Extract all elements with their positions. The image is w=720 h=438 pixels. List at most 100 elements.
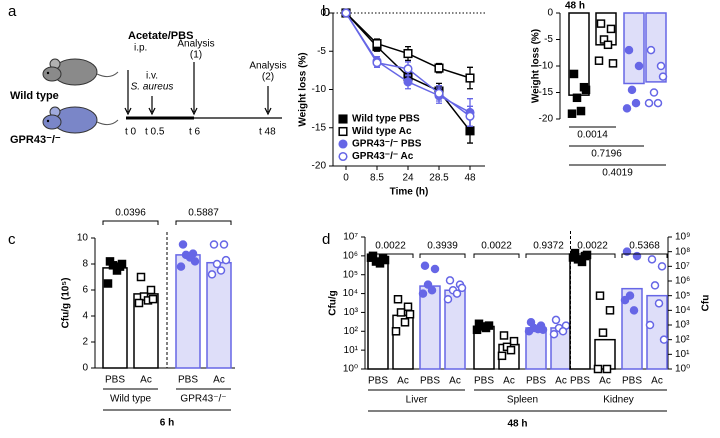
- p-value: 0.0014: [577, 130, 608, 141]
- marker: [594, 56, 604, 65]
- timepoint: t 0: [125, 127, 137, 138]
- analysis-label: (1): [190, 50, 202, 61]
- bar: [646, 294, 668, 370]
- marker: [627, 85, 637, 95]
- marker: [219, 240, 229, 249]
- x-tick-label: Ac: [503, 376, 515, 387]
- p-value: 0.5887: [188, 208, 219, 219]
- marker: [136, 272, 146, 282]
- y-tick-label: -5: [544, 34, 553, 45]
- marker: [148, 294, 158, 304]
- panel-letter: d: [322, 231, 330, 248]
- bar: [419, 285, 441, 370]
- marker: [423, 280, 433, 289]
- marker: [443, 294, 453, 304]
- marker: [567, 109, 577, 118]
- legend-label: GPR43⁻/⁻ PBS: [352, 139, 422, 150]
- bar: [569, 256, 591, 370]
- x-tick-label: PBS: [474, 376, 494, 387]
- marker: [608, 59, 618, 68]
- marker: [654, 299, 664, 308]
- marker: [465, 111, 475, 121]
- group-label: Liver: [406, 395, 428, 406]
- comparison-bracket: [419, 253, 466, 258]
- arrows: [124, 62, 272, 116]
- marker: [538, 325, 548, 335]
- y-tick-label: 2: [82, 337, 88, 348]
- x-tick-label: 8.5: [370, 173, 384, 184]
- marker: [372, 58, 382, 68]
- marker: [624, 45, 634, 55]
- marker: [620, 295, 630, 305]
- marker: [497, 351, 507, 361]
- bar: [594, 338, 616, 370]
- marker: [338, 139, 348, 149]
- marker: [634, 61, 644, 71]
- marker: [427, 286, 437, 295]
- marker: [472, 325, 482, 335]
- marker: [103, 279, 113, 288]
- x-tick-label: 24: [402, 173, 414, 184]
- x-tick-label: 0: [343, 173, 349, 184]
- comparison-bracket: [102, 220, 159, 225]
- marker: [551, 315, 561, 325]
- y-tick-label: 10⁹: [675, 232, 690, 243]
- marker: [420, 261, 430, 270]
- x-tick-label: PBS: [105, 375, 125, 386]
- axis-title: Weight loss (%): [298, 52, 309, 126]
- marker: [657, 262, 667, 271]
- y-tick-label: 10⁷: [343, 232, 358, 243]
- marker: [481, 323, 491, 333]
- bar: [568, 12, 590, 96]
- marker: [622, 247, 632, 256]
- marker: [549, 329, 559, 339]
- x-tick-label: Ac: [213, 375, 225, 386]
- panel-letter: b: [322, 3, 330, 20]
- marker: [457, 283, 467, 293]
- chart-title: 48 h: [565, 1, 585, 12]
- marker: [117, 259, 127, 269]
- p-value: 0.3939: [427, 241, 458, 252]
- marker: [396, 308, 406, 317]
- marker: [418, 289, 428, 298]
- marker: [629, 306, 639, 315]
- marker: [576, 106, 586, 116]
- marker: [403, 64, 413, 74]
- x-tick-label: Ac: [555, 376, 567, 387]
- group-label: Kidney: [603, 395, 634, 406]
- diagram: a Wild type GPR43⁻/⁻ Acetate/PBS i.p. i.…: [8, 3, 287, 146]
- marker: [646, 45, 656, 55]
- y-tick-label: -15: [539, 87, 554, 98]
- axis-title: Cfu: [701, 295, 712, 312]
- marker: [622, 104, 632, 113]
- group-label: GPR43⁻/⁻: [10, 134, 61, 146]
- marker: [403, 77, 413, 87]
- marker: [338, 126, 348, 137]
- marker: [603, 40, 613, 50]
- x-tick-label: Ac: [140, 375, 152, 386]
- y-tick-label: 0: [82, 363, 88, 374]
- x-tick-label: PBS: [178, 375, 198, 386]
- y-tick-label: -5: [317, 46, 326, 57]
- marker: [393, 294, 403, 304]
- x-tick-label: PBS: [526, 376, 546, 387]
- marker: [598, 328, 608, 337]
- y-tick-label: -15: [312, 122, 327, 133]
- p-value: 0.4019: [602, 168, 633, 179]
- x-tick-label: 28.5: [429, 173, 449, 184]
- marker: [605, 306, 615, 315]
- x-tick-label: 48: [464, 173, 476, 184]
- y-tick-label: 0: [320, 8, 326, 19]
- footer-label: 48 h: [507, 419, 527, 430]
- x-tick-label: PBS: [622, 376, 642, 387]
- comparison-bracket: [367, 253, 414, 258]
- marker: [581, 85, 591, 95]
- marker: [645, 320, 655, 330]
- x-tick-label: PBS: [368, 376, 388, 387]
- timepoint: t 6: [189, 127, 201, 138]
- analysis-label: Analysis: [177, 39, 214, 50]
- p-value: 0.0022: [577, 241, 608, 252]
- group-label: Wild type: [10, 90, 59, 102]
- analysis-label: (2): [262, 72, 274, 83]
- marker: [465, 73, 475, 83]
